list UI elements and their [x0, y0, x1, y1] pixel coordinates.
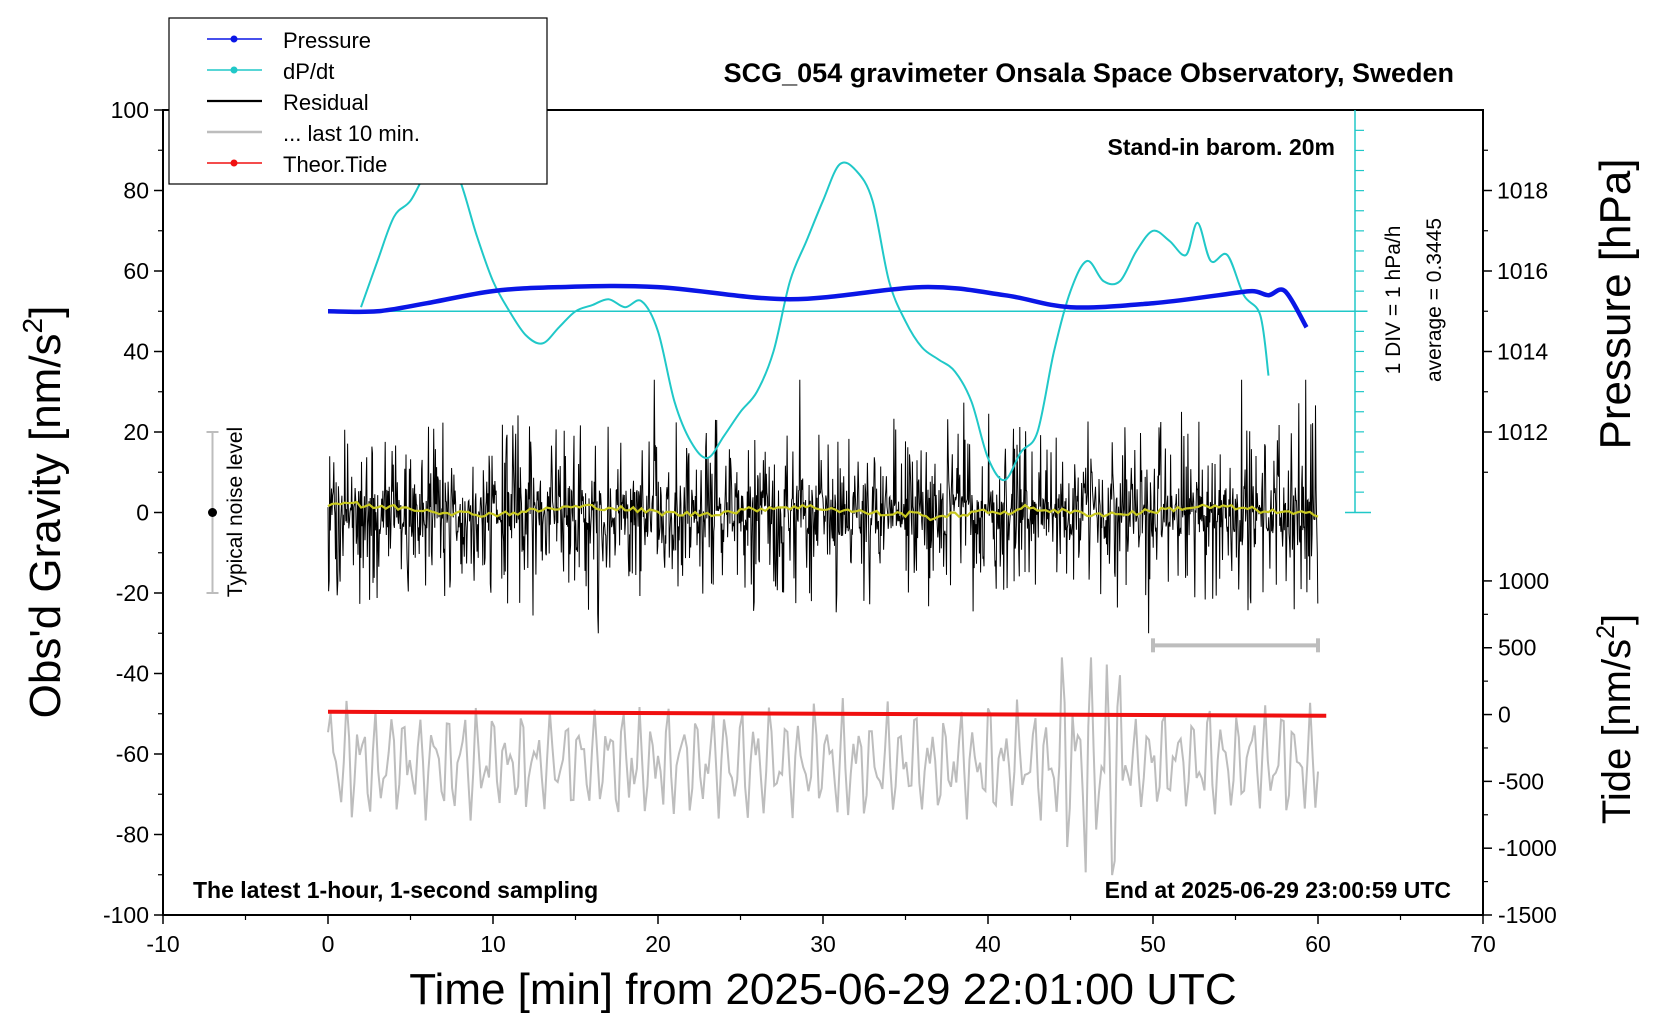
pressure-axis-label: Pressure [hPa]	[1591, 158, 1640, 449]
legend-tide-marker	[230, 159, 238, 167]
y-tick-label: 100	[111, 97, 149, 123]
legend-dpdt-marker	[230, 66, 238, 74]
dpdt-line	[360, 149, 1270, 482]
pressure-tick-label: 1018	[1497, 178, 1548, 204]
y-axis-pressure: 1018 1016 1014 1012	[1483, 149, 1548, 473]
x-tick-label: 70	[1470, 931, 1496, 957]
dpdt-average-annotation: average = 0.3445	[1423, 218, 1446, 382]
y-tick-label: -100	[103, 902, 149, 928]
y-tick-label: 80	[123, 178, 149, 204]
legend-last10-label: ... last 10 min.	[283, 121, 420, 146]
y-tick-label: 20	[123, 419, 149, 445]
chart-title: SCG_054 gravimeter Onsala Space Observat…	[724, 58, 1454, 88]
last-10-min-series	[327, 657, 1319, 876]
y-tick-label: 40	[123, 339, 149, 365]
tide-tick-label: -500	[1498, 768, 1544, 794]
bottom-left-annotation: The latest 1-hour, 1-second sampling	[193, 877, 598, 903]
pressure-tick-label: 1014	[1497, 339, 1548, 365]
pressure-line	[327, 283, 1309, 329]
dpdt-scale-axis	[328, 110, 1371, 514]
last-10-min-window-bar	[1151, 638, 1320, 653]
legend-pressure-label: Pressure	[283, 28, 371, 53]
x-tick-label: 30	[810, 931, 836, 957]
tide-tick-label: 500	[1498, 635, 1536, 661]
pressure-series	[327, 283, 1309, 329]
y-axis-label-sup: 2	[17, 318, 48, 334]
y-tick-label: -60	[116, 741, 149, 767]
x-tick-label: 0	[322, 931, 335, 957]
tide-tick-label: -1500	[1498, 902, 1557, 928]
last-10-min-line	[327, 657, 1319, 876]
x-tick-label: 10	[480, 931, 506, 957]
dpdt-series	[360, 149, 1270, 482]
legend-pressure-marker	[230, 35, 238, 43]
pressure-tick-label: 1012	[1497, 419, 1548, 445]
noise-level-annotation: Typical noise level	[224, 427, 247, 597]
tide-tick-label: 0	[1498, 702, 1511, 728]
typical-noise-level-marker	[206, 431, 219, 594]
y-axis-label: Obs'd Gravity [nm/s2]	[17, 306, 70, 719]
y-tick-label: 0	[136, 500, 149, 526]
x-tick-label: 50	[1140, 931, 1166, 957]
tide-tick-label: -1000	[1498, 835, 1557, 861]
tide-axis-label-end: ]	[1595, 614, 1639, 625]
x-tick-label: 60	[1305, 931, 1331, 957]
y-tick-label: 60	[123, 258, 149, 284]
residual-smooth-line	[327, 500, 1319, 522]
theor-tide-line	[327, 709, 1327, 718]
tide-tick-label: 1000	[1498, 568, 1549, 594]
legend-tide-label: Theor.Tide	[283, 152, 387, 177]
y-tick-label: -40	[116, 661, 149, 687]
tide-axis-label-sup: 2	[1592, 625, 1620, 639]
barometer-annotation: Stand-in barom. 20m	[1108, 134, 1335, 160]
legend-residual-label: Residual	[283, 90, 369, 115]
residual-line	[327, 379, 1319, 634]
x-tick-label: 20	[645, 931, 671, 957]
y-tick-label: -20	[116, 580, 149, 606]
y-tick-label: -80	[116, 822, 149, 848]
x-tick-label: 40	[975, 931, 1001, 957]
pressure-tick-label: 1016	[1497, 258, 1548, 284]
x-axis-label: Time [min] from 2025-06-29 22:01:00 UTC	[409, 965, 1236, 1014]
x-tick-label: -10	[146, 931, 179, 957]
tide-axis-label: Tide [nm/s2]	[1592, 614, 1639, 824]
theor-tide-series	[327, 709, 1327, 718]
legend-dpdt-label: dP/dt	[283, 59, 334, 84]
tide-axis-label-text: Tide [nm/s	[1595, 639, 1639, 824]
x-axis: -10 0 10 20 30 40 50 60 70	[146, 915, 1496, 957]
y-axis-label-end: ]	[21, 306, 70, 318]
y-axis-gravity: 100 80 60 40 20 0 -20 -40 -60 -80 -100	[103, 97, 163, 928]
dpdt-scale-annotation: 1 DIV = 1 hPa/h	[1382, 226, 1405, 375]
bottom-right-annotation: End at 2025-06-29 23:00:59 UTC	[1105, 877, 1451, 903]
noise-center-dot	[208, 508, 217, 517]
residual-smoothed-series	[327, 500, 1319, 522]
y-axis-tide: 1000 500 0 -500 -1000 -1500	[1483, 568, 1557, 928]
residual-series	[327, 379, 1319, 634]
legend: Pressure dP/dt Residual ... last 10 min.…	[168, 17, 548, 185]
y-axis-label-text: Obs'd Gravity [nm/s	[21, 333, 70, 718]
